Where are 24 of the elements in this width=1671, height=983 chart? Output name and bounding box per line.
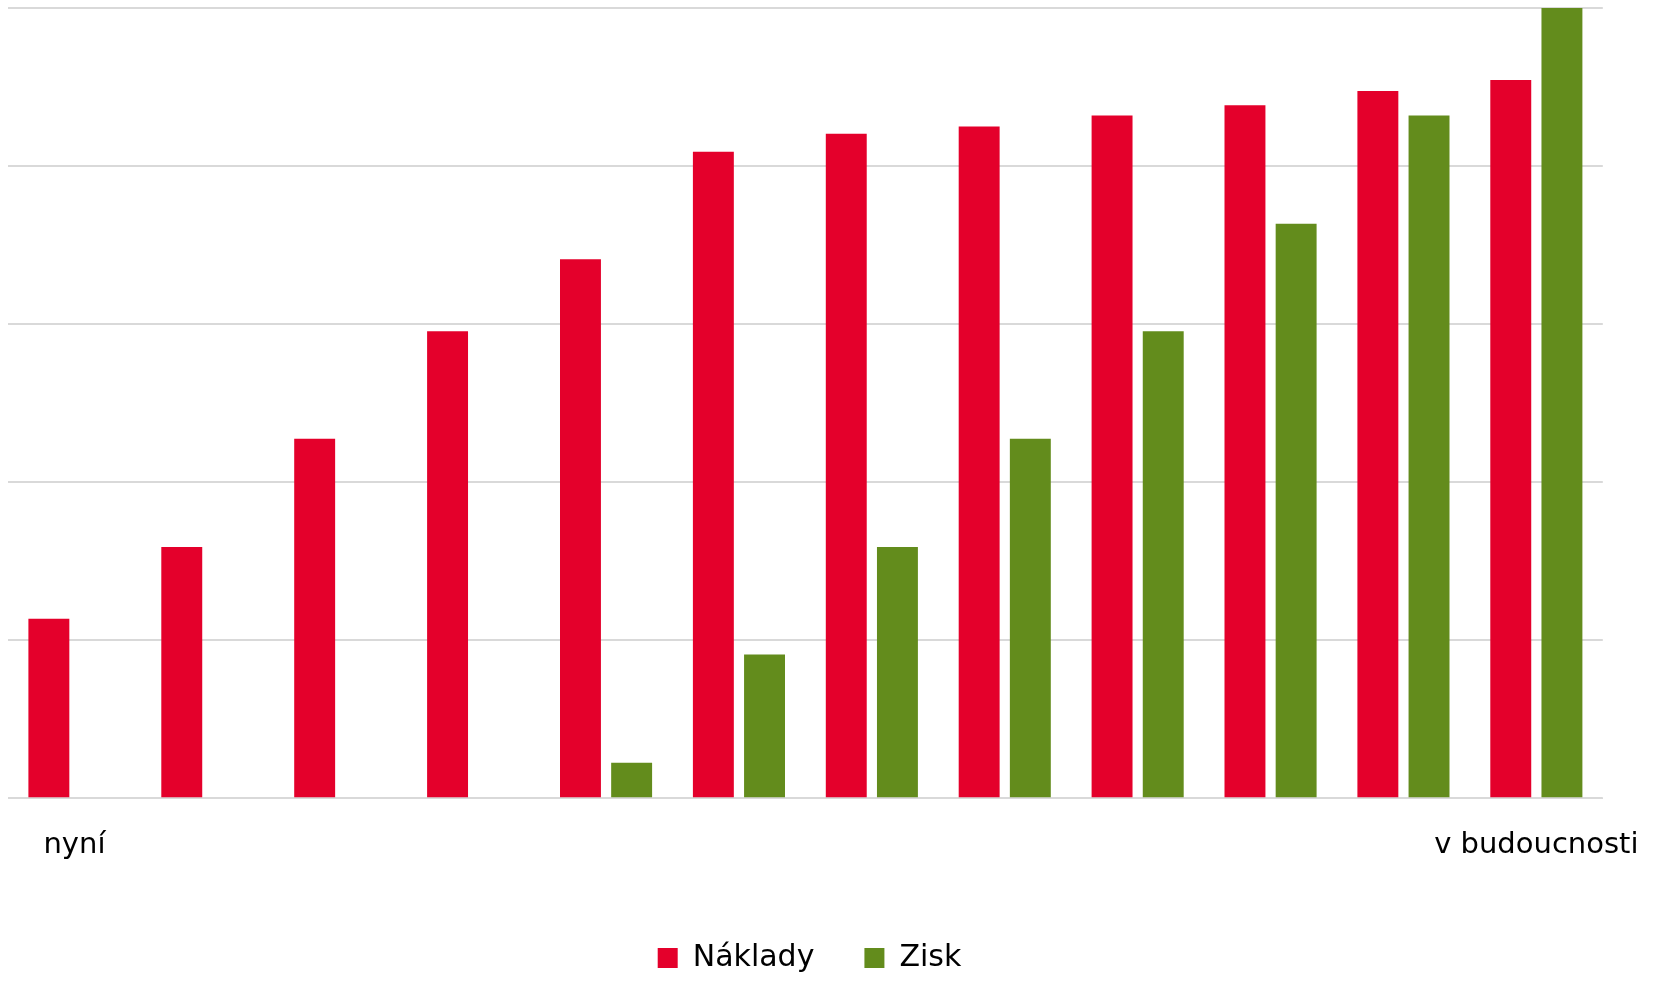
bar [1490, 79, 1532, 798]
bar [560, 259, 601, 798]
bar [294, 438, 336, 798]
bar [1357, 90, 1399, 798]
bar [611, 762, 653, 798]
bar [1091, 115, 1133, 798]
bar [1142, 331, 1184, 798]
bar [1541, 8, 1583, 798]
bar [1275, 223, 1317, 798]
bar [958, 126, 1000, 798]
bar [1224, 105, 1266, 798]
bar [744, 654, 785, 798]
legend-label: Náklady [692, 937, 815, 973]
x-tick-label: v budoucnosti [1434, 826, 1639, 861]
bar [28, 618, 70, 798]
bar [427, 331, 469, 798]
x-tick-label: nyní [43, 826, 107, 861]
bar [1009, 438, 1051, 798]
bar [825, 133, 867, 798]
bar [692, 151, 734, 798]
bar [876, 546, 918, 798]
bar [1408, 115, 1450, 798]
legend-label: Zisk [899, 937, 962, 973]
bar [161, 546, 203, 798]
